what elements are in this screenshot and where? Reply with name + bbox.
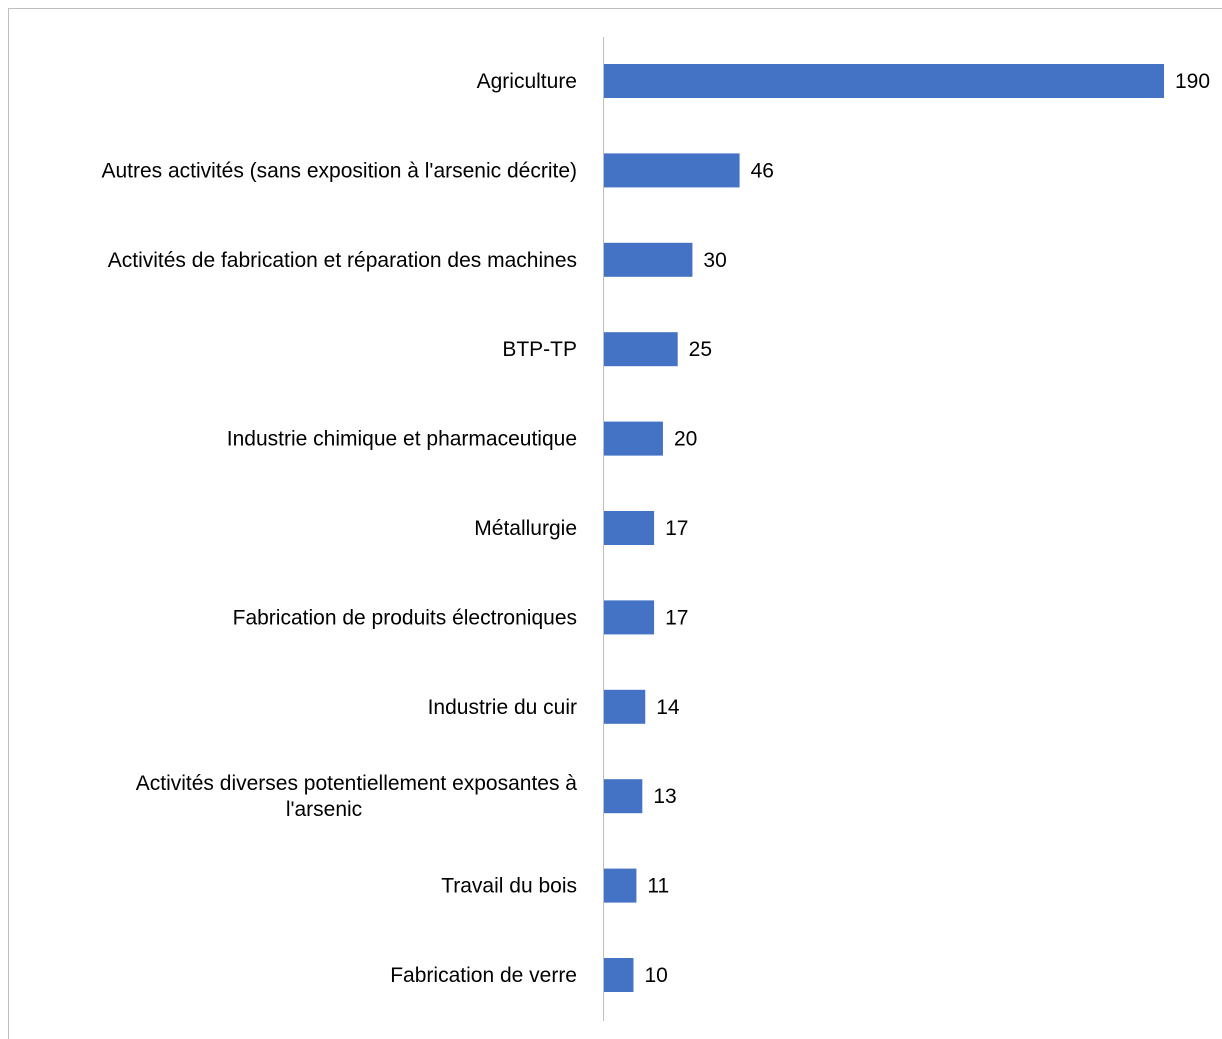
value-label-9: 13 bbox=[653, 785, 676, 808]
category-label-9-line-2: l'arsenic bbox=[286, 798, 362, 821]
bar-4 bbox=[604, 332, 678, 367]
value-label-3: 30 bbox=[703, 249, 726, 272]
category-label-2: Autres activités (sans exposition à l'ar… bbox=[101, 159, 577, 182]
category-label-4: BTP-TP bbox=[502, 338, 577, 361]
category-label-9-line-1: Activités diverses potentiellement expos… bbox=[136, 772, 578, 795]
category-label-10: Travail du bois bbox=[441, 875, 577, 898]
value-label-2: 46 bbox=[751, 159, 774, 182]
bar-11 bbox=[604, 958, 634, 992]
bar-10 bbox=[604, 868, 637, 903]
value-label-10: 11 bbox=[647, 875, 669, 898]
value-label-4: 25 bbox=[689, 338, 712, 361]
category-labels-group: Agriculture Autres activités (sans exposi… bbox=[101, 70, 577, 987]
value-label-1: 190 bbox=[1175, 70, 1210, 93]
category-label-11: Fabrication de verre bbox=[390, 964, 577, 987]
value-label-7: 17 bbox=[665, 606, 688, 629]
category-label-6: Métallurgie bbox=[474, 517, 577, 540]
bar-1 bbox=[604, 64, 1164, 98]
value-label-8: 14 bbox=[656, 696, 680, 719]
category-label-3: Activités de fabrication et réparation d… bbox=[108, 249, 577, 272]
category-label-5: Industrie chimique et pharmaceutique bbox=[227, 428, 577, 451]
bars-group bbox=[604, 64, 1164, 992]
chart-frame bbox=[8, 8, 1222, 1039]
bar-7 bbox=[604, 600, 655, 635]
category-label-7: Fabrication de produits électroniques bbox=[233, 606, 577, 629]
category-label-8: Industrie du cuir bbox=[428, 696, 577, 719]
bar-9 bbox=[604, 779, 643, 814]
bar-8 bbox=[604, 689, 646, 724]
bar-6 bbox=[604, 511, 655, 545]
category-label-1: Agriculture bbox=[477, 70, 577, 93]
value-labels-group: 190 46 30 25 20 17 17 14 13 11 10 bbox=[644, 70, 1210, 987]
bar-3 bbox=[604, 242, 693, 277]
bar-2 bbox=[604, 153, 740, 188]
value-label-6: 17 bbox=[665, 517, 688, 540]
value-label-5: 20 bbox=[674, 428, 697, 451]
value-label-11: 10 bbox=[644, 964, 667, 987]
bar-5 bbox=[604, 421, 663, 456]
